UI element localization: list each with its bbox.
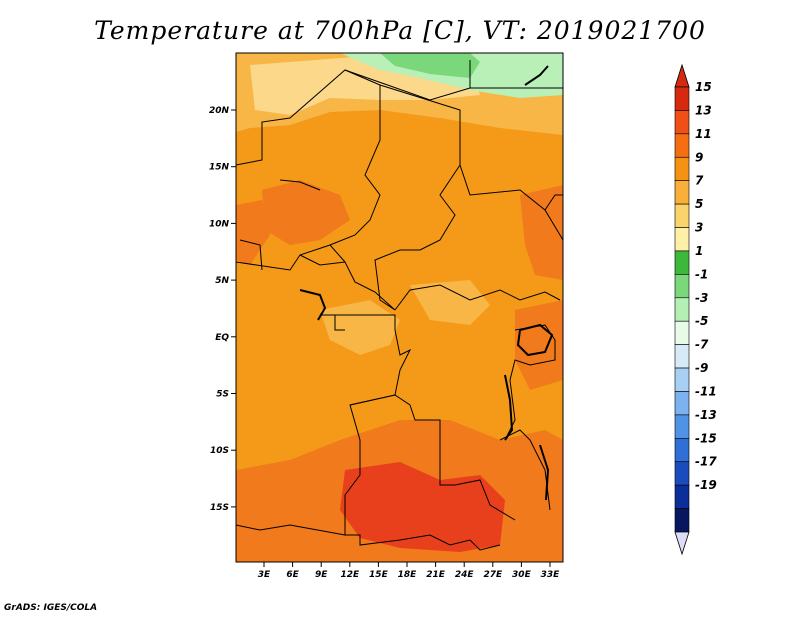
- lat-tick-label: 10S: [210, 446, 229, 456]
- colorbar-label: 13: [695, 103, 712, 117]
- colorbar-label: 1: [695, 244, 703, 258]
- lon-tick-label: 18E: [398, 570, 418, 580]
- green-region: [380, 53, 480, 78]
- colorbar-label: 11: [695, 127, 712, 141]
- cool-region-center-east: [410, 280, 490, 325]
- lon-tick-label: 21E: [426, 570, 446, 580]
- border-line: [509, 324, 556, 381]
- colorbar-swatch: [674, 508, 690, 533]
- colorbar-label: 3: [695, 221, 703, 235]
- lakes: [299, 65, 554, 501]
- colorbar-swatch: [674, 461, 690, 486]
- lon-tick-label: 15E: [369, 570, 389, 580]
- lake-malawi: [539, 444, 550, 501]
- colorbar-swatch: [674, 250, 690, 275]
- colorbar-swatch: [674, 156, 690, 181]
- border-line: [334, 315, 345, 331]
- border-line: [239, 239, 263, 271]
- lon-tick-label: 24E: [455, 570, 475, 580]
- colorbar-swatch: [674, 367, 690, 392]
- coastline-gulf: [299, 289, 327, 321]
- colorbar-label: -7: [695, 338, 709, 352]
- lat-tick-label: 15N: [209, 163, 230, 173]
- cool-region-center: [320, 300, 400, 355]
- colorbar-label: 7: [695, 174, 704, 188]
- colorbar-swatch: [674, 391, 690, 416]
- colorbar-label: -13: [695, 408, 717, 422]
- border-line: [299, 254, 396, 311]
- colorbar-swatch: [674, 414, 690, 439]
- grads-credit: GrADS: IGES/COLA: [4, 603, 98, 613]
- lon-tick-label: 33E: [541, 570, 561, 580]
- lon-tick-label: 30E: [512, 570, 532, 580]
- colorbar-label: -15: [695, 431, 717, 445]
- colorbar: 15 13 11 9 7 5 3 1 -1 -3 -5 -7 -9 -11 -13 -15 -17 -19: [674, 63, 717, 556]
- lat-tick-label: 5S: [216, 390, 229, 400]
- border-line: [344, 69, 471, 101]
- colorbar-swatch: [674, 344, 690, 369]
- colorbar-swatch: [674, 274, 690, 299]
- lake-victoria: [516, 323, 554, 357]
- colorbar-label: -3: [695, 291, 708, 305]
- colorbar-label: -5: [695, 314, 708, 328]
- lon-tick-label: 6E: [286, 570, 299, 580]
- lat-tick-label: 10N: [209, 219, 230, 229]
- lon-tick-label: 3E: [258, 570, 271, 580]
- border-line: [544, 194, 563, 211]
- colorbar-swatch: [674, 133, 690, 158]
- lon-tick-label: 12E: [340, 570, 360, 580]
- colorbar-swatch: [674, 484, 690, 509]
- lon-tick-label: 9E: [315, 570, 328, 580]
- colorbar-label: 5: [695, 197, 703, 211]
- hot-region-south: [340, 462, 505, 552]
- warm-region-northeast: [520, 185, 563, 280]
- lat-tick-label: 15S: [210, 503, 229, 513]
- colorbar-swatch: [674, 227, 690, 252]
- colorbar-swatch: [674, 86, 690, 111]
- temperature-field: [236, 53, 563, 562]
- border-line: [459, 110, 563, 241]
- colorbar-swatch: [674, 110, 690, 135]
- colorbar-bottom-arrow: [674, 531, 690, 556]
- colorbar-label: -9: [695, 361, 708, 375]
- red-sea-coast: [524, 65, 549, 86]
- border-line: [394, 284, 561, 311]
- border-line: [279, 179, 321, 191]
- colorbar-swatch: [674, 320, 690, 345]
- lat-tick-label: EQ: [215, 333, 229, 343]
- colorbar-label: -11: [695, 384, 717, 398]
- colorbar-swatch: [674, 438, 690, 463]
- colorbar-top-arrow: [674, 63, 690, 88]
- border-line: [236, 524, 346, 536]
- map-title: Temperature at 700hPa [C], VT: 201902170…: [94, 16, 706, 45]
- colorbar-label: -1: [695, 267, 708, 281]
- warm-region-west: [262, 180, 350, 245]
- colorbar-swatch: [674, 203, 690, 228]
- lon-tick-label: 27E: [483, 570, 503, 580]
- warm-region-northwest: [236, 200, 270, 265]
- colorbar-swatch: [674, 180, 690, 205]
- map-frame: [235, 52, 564, 563]
- country-borders: [236, 60, 563, 551]
- lat-tick-label: 20N: [209, 106, 230, 116]
- colorbar-label: 15: [695, 80, 712, 94]
- colorbar-label: 9: [695, 150, 703, 164]
- border-line: [236, 69, 381, 271]
- border-line: [349, 394, 516, 521]
- border-line: [320, 314, 396, 330]
- border-line: [504, 379, 516, 441]
- latitude-axis: 20N 15N 10N 5N EQ 5S 10S 15S: [209, 106, 236, 513]
- colorbar-label: -19: [695, 478, 717, 492]
- border-line: [344, 329, 501, 551]
- colorbar-label: -17: [695, 455, 717, 469]
- colorbar-swatch: [674, 297, 690, 322]
- longitude-axis: 3E 6E 9E 12E 15E 18E 21E 24E 27E 30E 33E: [258, 562, 560, 580]
- lat-tick-label: 5N: [215, 276, 229, 286]
- border-line: [329, 244, 346, 263]
- lake-tanganyika: [504, 374, 514, 441]
- warm-region-east: [515, 300, 563, 390]
